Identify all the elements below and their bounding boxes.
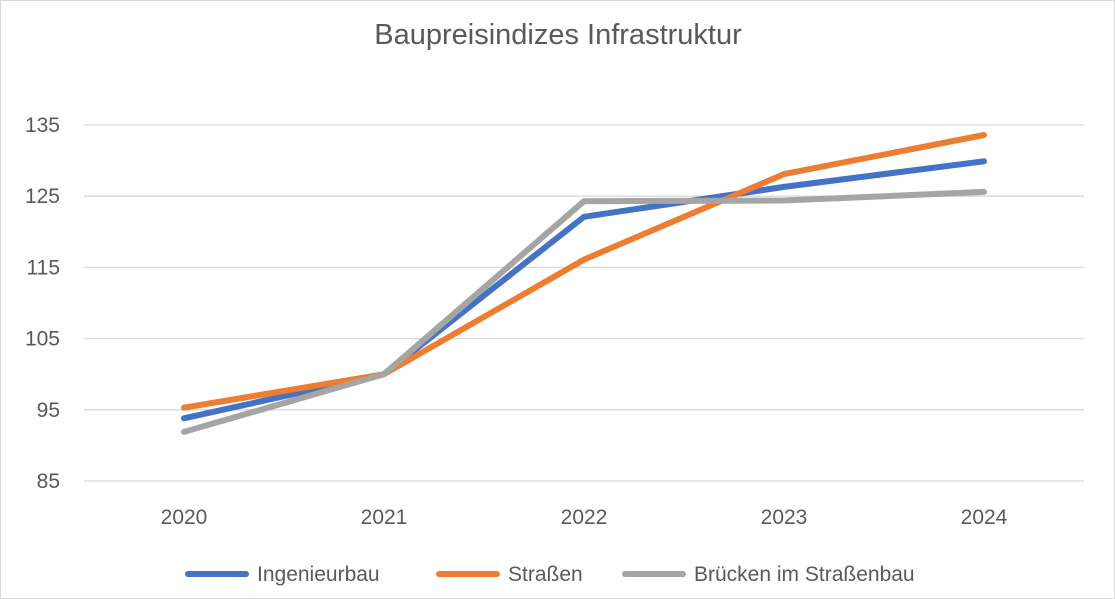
series-line-brücken-im-straßenbau [181,188,987,435]
x-tick-label: 2023 [761,506,808,529]
y-tick-label: 85 [37,470,60,493]
legend-label: Straßen [508,563,583,586]
y-tick-label: 115 [27,256,60,279]
y-tick-label: 105 [25,328,60,351]
y-tick-label: 125 [25,185,60,208]
y-axis-tick-labels: 85 95 105 115 125 135 [25,114,60,493]
gridlines [84,124,1084,482]
x-tick-label: 2024 [961,506,1008,529]
legend: Ingenieurbau Straßen Brücken im Straßenbau [185,563,915,586]
x-tick-label: 2021 [361,506,408,529]
chart-title: Baupreisindizes Infrastruktur [374,19,742,51]
x-axis-tick-labels: 2020 2021 2022 2023 2024 [161,506,1008,529]
legend-label: Brücken im Straßenbau [694,563,915,586]
series-line-straßen [181,132,987,411]
y-tick-label: 95 [37,399,60,422]
series-lines [181,132,987,435]
legend-label: Ingenieurbau [257,563,380,586]
x-tick-label: 2020 [161,506,208,529]
y-tick-label: 135 [25,114,60,137]
series-line-ingenieurbau [181,158,987,422]
x-tick-label: 2022 [561,506,608,529]
